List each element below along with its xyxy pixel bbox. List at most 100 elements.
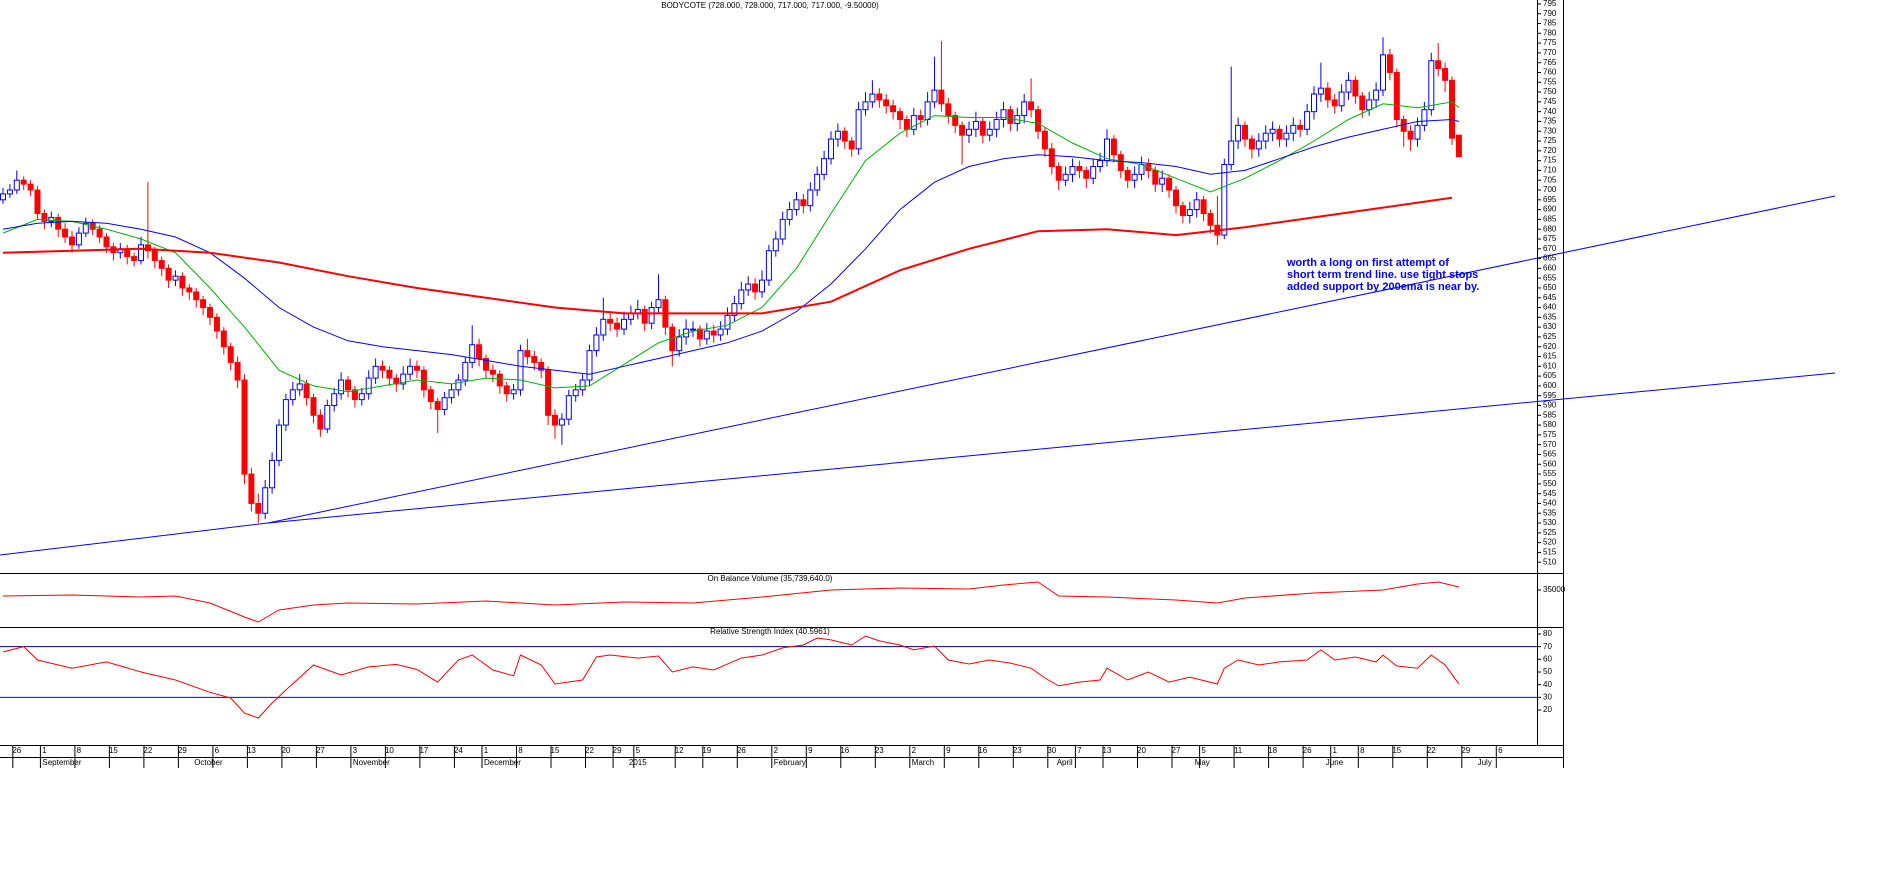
candle-body	[828, 138, 834, 160]
candle-body	[427, 389, 434, 403]
candle-body	[621, 318, 627, 330]
candle-body	[358, 393, 365, 401]
candle-body	[959, 124, 966, 136]
month-label: July	[1478, 758, 1492, 767]
candle-body	[262, 487, 269, 514]
candle-body	[414, 365, 420, 371]
candle-body	[979, 120, 986, 136]
candle-body	[890, 105, 897, 113]
x-tick-label: 17	[419, 746, 428, 755]
candle-body	[331, 393, 338, 406]
candle-body	[648, 307, 655, 324]
candle-body	[1359, 95, 1366, 111]
month-label: September	[42, 758, 81, 767]
x-tick-label: 3	[353, 746, 358, 755]
candle-body	[441, 397, 448, 410]
y-tick-label: 765	[1543, 58, 1557, 67]
line	[2, 196, 1453, 315]
candle-body	[710, 330, 717, 336]
annotation: short term trend line. use tight stops	[1287, 269, 1478, 281]
x-tick-label: 20	[1137, 746, 1146, 755]
candle-body	[1062, 173, 1069, 181]
candle-body	[1345, 79, 1352, 93]
y-tick-label: 550	[1543, 479, 1557, 488]
candle-body	[351, 389, 358, 401]
y-tick-label: 30	[1543, 692, 1552, 701]
candle-body	[924, 101, 931, 120]
candle-body	[1317, 87, 1324, 95]
x-tick-label: 15	[551, 746, 560, 755]
candle-body	[1338, 91, 1345, 107]
candle-body	[6, 189, 13, 195]
candle-body	[510, 389, 517, 395]
candle-body	[303, 383, 310, 399]
candle-body	[365, 377, 372, 395]
candle-body	[1021, 101, 1028, 117]
line	[2, 635, 1460, 719]
y-tick-label: 750	[1543, 87, 1557, 96]
x-tick-label: 29	[178, 746, 187, 755]
chart-title: BODYCOTE (728.000, 728.000, 717.000, 717…	[661, 1, 879, 10]
candle-body	[1442, 68, 1449, 81]
y-tick-label: 60	[1543, 654, 1552, 663]
x-tick-label: 2	[774, 746, 779, 755]
y-tick-label: 655	[1543, 273, 1557, 282]
candle-body	[34, 189, 41, 215]
candle-body	[489, 369, 496, 375]
x-tick-label: 1	[484, 746, 489, 755]
line	[2, 581, 1460, 623]
candle-body	[407, 365, 414, 375]
y-tick-label: 775	[1543, 38, 1557, 47]
candle-body	[745, 283, 752, 291]
y-tick-label: 80	[1543, 629, 1552, 638]
candle-body	[469, 344, 476, 363]
candle-body	[1262, 132, 1269, 142]
y-tick-label: 690	[1543, 205, 1557, 214]
y-tick-label: 520	[1543, 538, 1557, 547]
candle-body	[310, 397, 317, 416]
candle-body	[807, 189, 814, 207]
y-tick-label: 650	[1543, 283, 1557, 292]
candle-body	[1186, 209, 1193, 216]
x-tick-label: 10	[385, 746, 394, 755]
candle-body	[1248, 138, 1255, 150]
x-tick-label: 29	[1461, 746, 1470, 755]
y-tick-label: 735	[1543, 117, 1557, 126]
x-tick-label: 23	[1013, 746, 1022, 755]
y-tick-label: 635	[1543, 312, 1557, 321]
candle-body	[248, 473, 255, 504]
candle-body	[27, 183, 34, 191]
candle-body	[772, 238, 779, 252]
candle-body	[972, 120, 979, 130]
candle-body	[897, 111, 903, 120]
candle-body	[1269, 128, 1276, 134]
y-tick-label: 510	[1543, 557, 1557, 566]
y-tick-label: 620	[1543, 342, 1557, 351]
x-tick-label: 6	[1498, 746, 1503, 755]
month-label: October	[194, 758, 223, 767]
candle-body	[724, 314, 731, 330]
y-tick-label: 40	[1543, 680, 1552, 689]
candle-body	[759, 279, 765, 293]
x-tick-label: 8	[77, 746, 82, 755]
candle-body	[1152, 169, 1159, 185]
candle-body	[1083, 169, 1090, 179]
candle-body	[483, 357, 489, 371]
y-tick-label: 680	[1543, 224, 1557, 233]
candle-body	[786, 209, 793, 220]
candle-body	[1304, 111, 1311, 130]
y-tick-label: 575	[1543, 430, 1557, 439]
candle-body	[586, 350, 593, 381]
candle-body	[1386, 54, 1393, 73]
x-tick-label: 8	[1360, 746, 1365, 755]
candle-body	[213, 316, 220, 332]
y-tick-label: 785	[1543, 19, 1557, 28]
y-tick-label: 580	[1543, 420, 1557, 429]
y-tick-label: 565	[1543, 450, 1557, 459]
candle-body	[869, 93, 876, 103]
x-tick-label: 23	[875, 746, 884, 755]
candle-body	[131, 256, 138, 262]
candle-body	[545, 369, 552, 416]
y-tick-label: 35000	[1543, 585, 1566, 594]
candle-body	[1028, 101, 1035, 111]
